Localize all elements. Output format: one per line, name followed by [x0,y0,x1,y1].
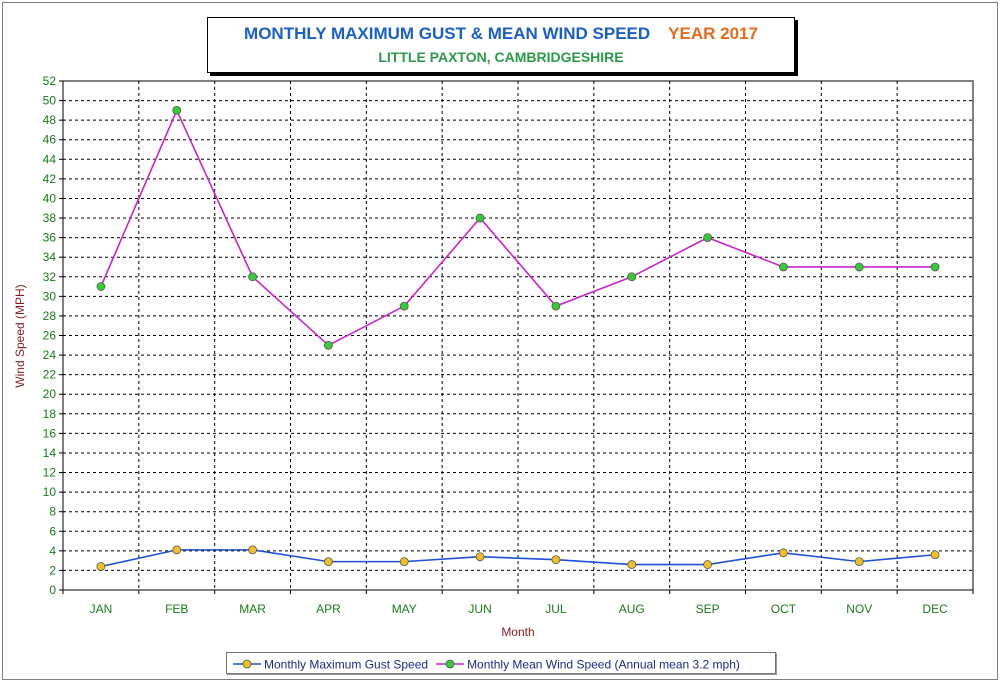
data-point-0 [779,548,788,558]
legend: Monthly Maximum Gust Speed Monthly Mean W… [226,652,776,674]
data-point-1 [779,262,788,272]
data-point-0 [551,555,561,565]
series-layer [96,105,940,571]
data-point-1 [854,262,864,272]
legend-entry-label: Monthly Mean Wind Speed (Annual mean 3.2… [467,658,740,672]
title-line: MONTHLY MAXIMUM GUST & MEAN WIND SPEED YE… [208,24,794,44]
y-tick-label: 28 [43,309,57,323]
x-tick-label: AUG [619,602,645,616]
data-point-0 [627,560,637,569]
data-point-0 [703,560,712,569]
data-point-0 [172,545,182,555]
y-tick-label: 0 [49,583,56,597]
y-tick-label: 18 [43,407,57,421]
data-point-0 [854,557,864,567]
y-tick-label: 50 [43,94,57,108]
y-tick-label: 8 [49,505,56,519]
y-tick-label: 10 [43,485,57,499]
y-tick-label: 2 [49,563,56,577]
y-tick-label: 32 [43,270,57,284]
data-point-1 [551,301,561,311]
x-tick-label: SEP [696,602,720,616]
series-line-0 [100,549,936,568]
data-point-1 [930,262,940,272]
data-point-0 [96,562,106,571]
y-tick-label: 36 [43,231,57,245]
y-tick-label: 4 [49,544,56,558]
x-tick-label: JUL [545,602,567,616]
data-point-0 [399,557,409,567]
data-point-1 [399,301,409,311]
y-tick-label: 40 [43,191,57,205]
x-tick-label: FEB [165,602,188,616]
x-tick-label: JAN [90,602,113,616]
y-tick-label: 22 [43,368,57,382]
y-tick-label: 44 [43,152,57,166]
x-tick-label: JUN [468,602,491,616]
y-tick-label: 12 [43,466,57,480]
y-axis-ticks: 0246810121416182022242628303234363840424… [43,74,63,597]
legend-entry-label: Monthly Maximum Gust Speed [264,658,428,672]
y-tick-label: 16 [43,426,57,440]
y-tick-label: 34 [43,250,57,264]
data-point-0 [930,550,940,560]
series-line-1 [100,108,936,347]
chart-title: MONTHLY MAXIMUM GUST & MEAN WIND SPEED [244,24,651,43]
data-point-1 [475,213,485,223]
x-axis-ticks: JAN FEB MAR APR MAY JUN JUL AUG SEP OCT NOV DEC [62,590,974,616]
data-point-0 [475,552,485,562]
x-tick-label: NOV [846,602,872,616]
y-axis-label: Wind Speed (MPH) [13,284,27,387]
data-point-1 [96,282,106,291]
y-tick-label: 38 [43,211,57,225]
legend-swatch-marker [445,659,455,669]
y-tick-label: 48 [43,113,57,127]
x-axis-label: Month [501,625,534,639]
y-tick-label: 30 [43,289,57,303]
data-point-1 [172,105,182,115]
x-tick-label: APR [316,602,341,616]
chart-subtitle: LITTLE PAXTON, CAMBRIDGESHIRE [378,49,624,65]
legend-swatch-marker [242,659,252,669]
data-point-1 [627,272,637,282]
data-point-0 [248,545,257,555]
x-tick-label: MAR [239,602,266,616]
data-point-0 [324,557,333,567]
y-tick-label: 46 [43,133,57,147]
chart-title-box: MONTHLY MAXIMUM GUST & MEAN WIND SPEED YE… [207,17,795,73]
y-tick-label: 42 [43,172,57,186]
y-tick-label: 6 [49,524,56,538]
grid-lines [63,81,973,590]
x-tick-label: MAY [392,602,417,616]
y-tick-label: 14 [43,446,57,460]
data-point-1 [703,233,712,243]
y-tick-label: 24 [43,348,57,362]
y-tick-label: 20 [43,387,57,401]
x-tick-label: OCT [771,602,797,616]
data-point-1 [248,272,257,282]
y-tick-label: 26 [43,329,57,343]
x-tick-label: DEC [922,602,948,616]
y-tick-label: 52 [43,74,57,88]
data-point-1 [324,340,333,350]
chart-year: YEAR 2017 [668,24,758,43]
